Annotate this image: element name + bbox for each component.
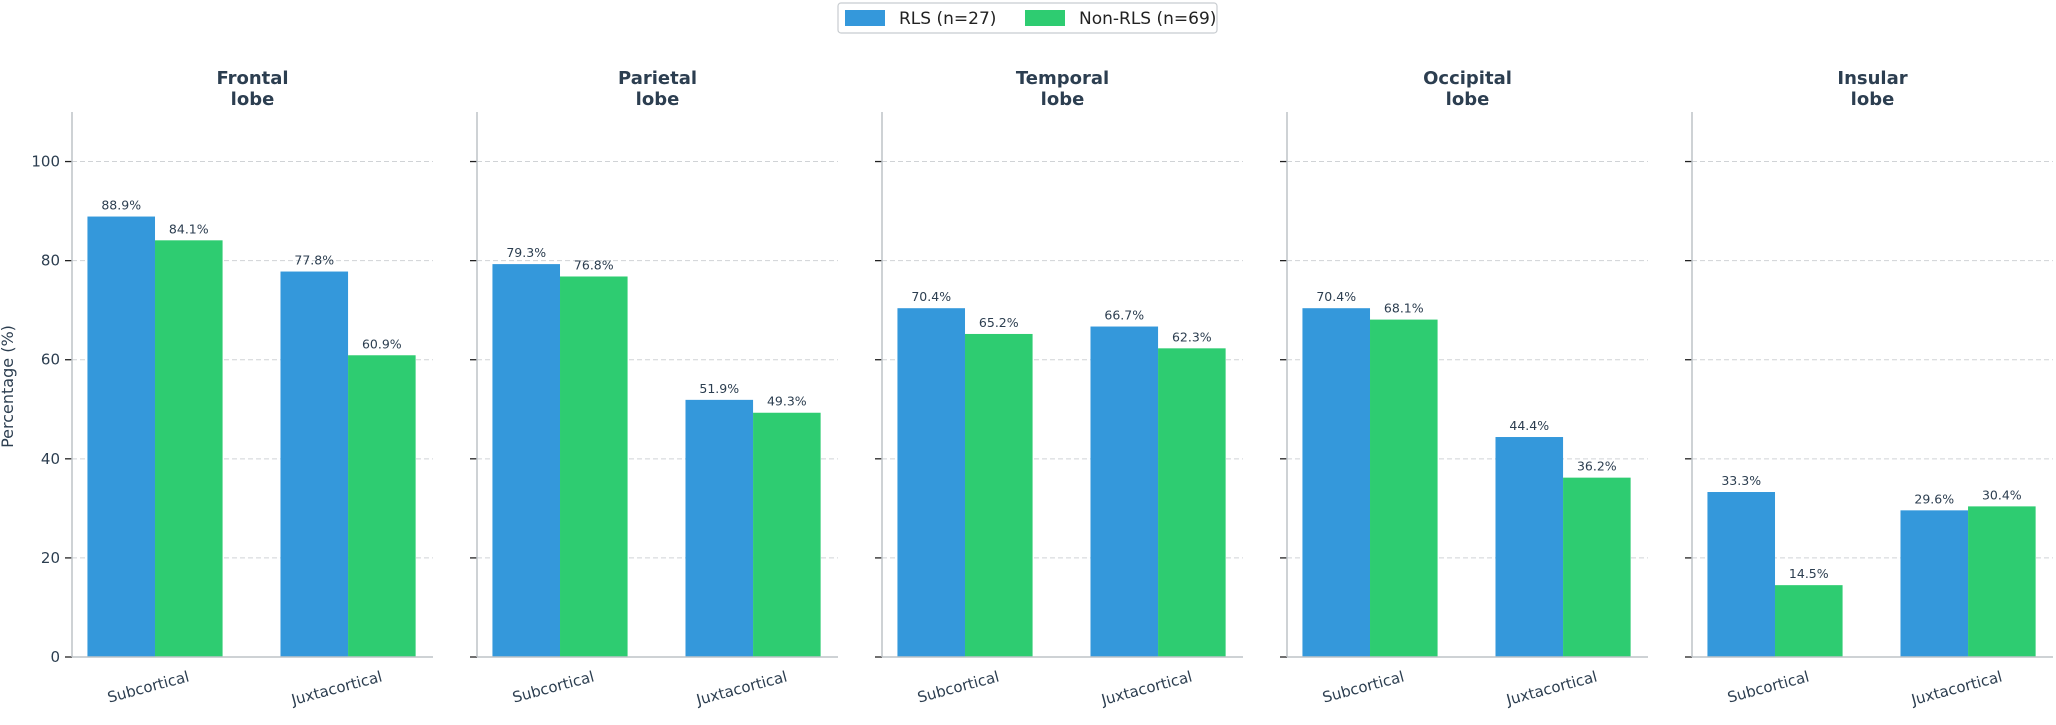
y-tick-label: 0 [50,648,60,666]
value-label: 79.3% [506,245,546,260]
value-label: 30.4% [1982,487,2022,502]
panel-title: Frontal [216,68,288,89]
value-label: 84.1% [169,221,209,236]
x-tick-label: Juxtacortical [1909,667,2005,709]
panel-title: lobe [1446,89,1490,110]
bar-non-rls [348,355,416,657]
legend-label-0: RLS (n=27) [899,9,996,29]
legend-label-1: Non-RLS (n=69) [1079,9,1216,29]
value-label: 76.8% [574,257,614,272]
panel-title: Insular [1837,68,1907,89]
x-tick-label: Subcortical [510,667,596,706]
value-label: 60.9% [362,336,402,351]
panel-title: Occipital [1423,68,1512,89]
y-tick-label: 80 [41,252,60,270]
value-label: 49.3% [767,394,807,409]
y-axis-label: Percentage (%) [0,325,17,448]
panel-title: Temporal [1016,68,1109,89]
y-tick-label: 60 [41,351,60,369]
bar-non-rls [1563,477,1631,657]
bar-non-rls [965,333,1033,657]
bar-rls [1900,510,1969,657]
bar-rls [1707,492,1776,657]
panel-title: lobe [1041,89,1085,110]
bar-non-rls [1158,348,1226,657]
bar-non-rls [1968,506,2036,657]
value-label: 29.6% [1914,491,1954,506]
panel-title: lobe [1851,89,1895,110]
y-tick-label: 40 [41,450,60,468]
bar-rls [492,264,561,657]
x-tick-label: Juxtacortical [694,667,790,709]
x-tick-label: Juxtacortical [1099,667,1195,709]
value-label: 88.9% [101,198,141,213]
bar-rls [897,308,966,657]
value-label: 62.3% [1172,329,1212,344]
bar-rls [280,271,349,657]
legend-swatch-0 [845,10,885,26]
panel-title: lobe [636,89,680,110]
bar-non-rls [1775,585,1843,657]
value-label: 33.3% [1721,473,1761,488]
value-label: 44.4% [1509,418,1549,433]
value-label: 14.5% [1789,566,1829,581]
x-tick-label: Subcortical [915,667,1001,706]
y-tick-label: 100 [31,153,60,171]
x-tick-label: Subcortical [1320,667,1406,706]
value-label: 77.8% [294,253,334,268]
bar-rls [1495,437,1564,657]
value-label: 66.7% [1104,308,1144,323]
bar-rls [87,216,156,658]
value-label: 70.4% [1316,289,1356,304]
x-tick-label: Juxtacortical [289,667,385,709]
x-tick-label: Juxtacortical [1504,667,1600,709]
value-label: 36.2% [1577,459,1617,474]
legend-swatch-1 [1025,10,1065,26]
panel-title: Parietal [618,68,697,89]
bar-non-rls [753,412,821,657]
bar-rls [1302,308,1371,657]
y-tick-label: 20 [41,549,60,567]
bar-non-rls [1370,319,1438,657]
panel-title: lobe [231,89,275,110]
value-label: 70.4% [911,289,951,304]
bar-rls [1090,326,1159,657]
bar-non-rls [155,240,223,657]
x-tick-label: Subcortical [1725,667,1811,706]
value-label: 68.1% [1384,301,1424,316]
bar-non-rls [560,276,628,657]
value-label: 51.9% [699,381,739,396]
value-label: 65.2% [979,315,1019,330]
x-tick-label: Subcortical [105,667,191,706]
bar-rls [685,399,754,657]
